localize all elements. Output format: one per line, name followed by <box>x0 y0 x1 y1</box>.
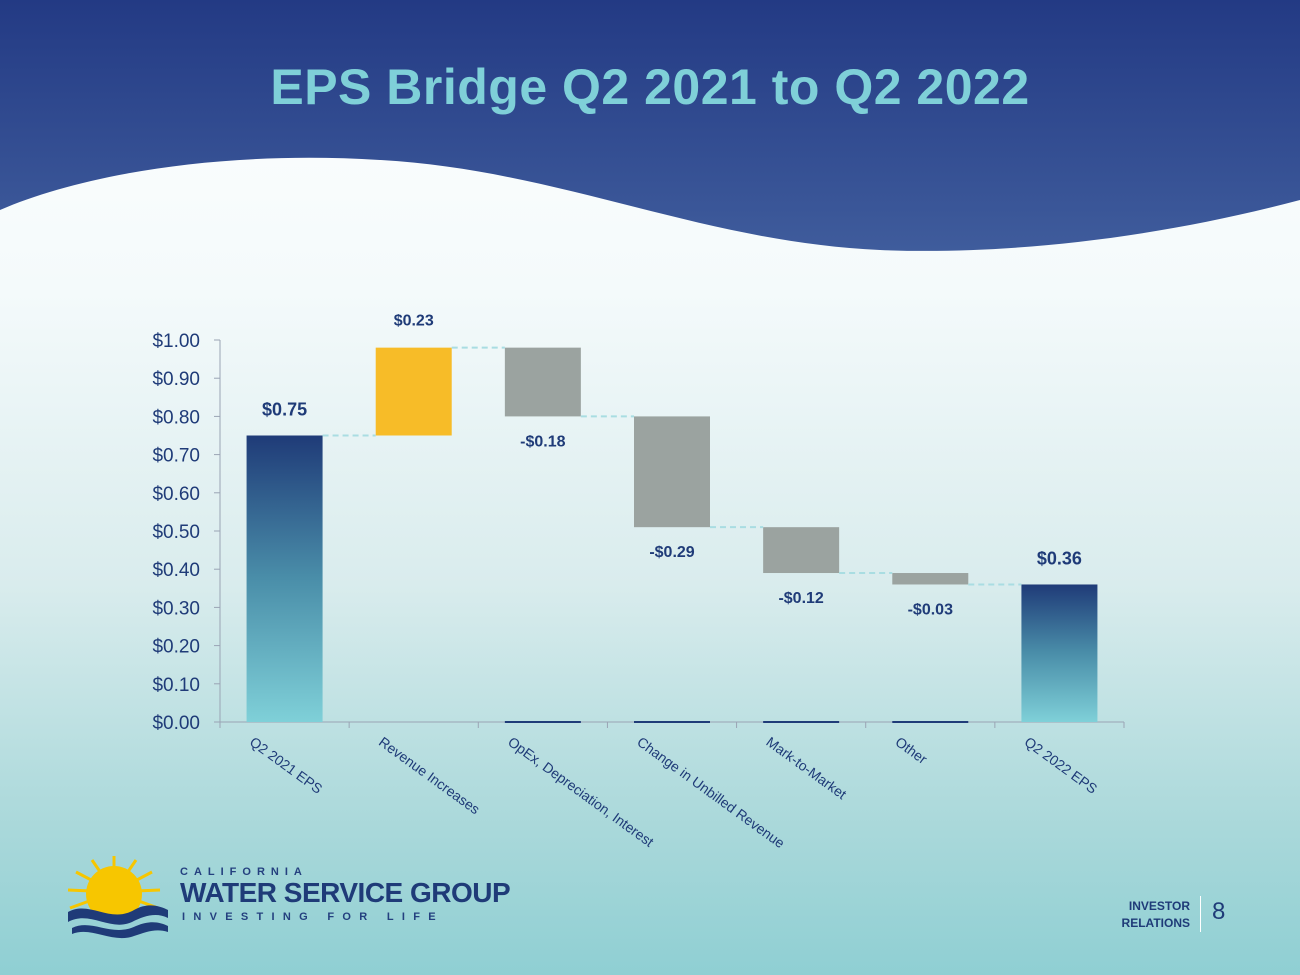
company-logo: CALIFORNIA WATER SERVICE GROUP INVESTING… <box>62 852 542 942</box>
y-tick-label: $0.50 <box>152 522 200 543</box>
category-label: OpEx, Depreciation, Interest <box>505 733 657 849</box>
y-tick-label: $0.80 <box>152 407 200 428</box>
category-label: Q2 2021 EPS <box>247 733 326 796</box>
y-tick-label: $0.70 <box>152 446 200 467</box>
y-tick-label: $0.90 <box>152 369 200 390</box>
data-label: $0.75 <box>262 400 307 420</box>
bar-decrease <box>763 527 840 574</box>
category-label: Change in Unbilled Revenue <box>634 733 788 851</box>
logo-top-text: CALIFORNIA <box>180 866 308 878</box>
footer-label-line1: INVESTOR <box>1128 899 1190 913</box>
data-label: $0.23 <box>394 313 434 330</box>
logo-tagline: INVESTING FOR LIFE <box>182 911 444 923</box>
bar-decrease <box>634 416 710 528</box>
bar-decrease <box>504 347 581 417</box>
page-number: 8 <box>1212 898 1226 925</box>
y-tick-label: $0.30 <box>152 598 200 619</box>
category-label: Q2 2022 EPS <box>1022 733 1101 796</box>
category-label: Revenue Increases <box>376 733 483 817</box>
bar-decrease <box>892 573 969 585</box>
y-tick-label: $1.00 <box>152 331 200 352</box>
data-label: -$0.12 <box>778 590 823 607</box>
category-label: Other <box>893 733 931 767</box>
y-tick-label: $0.00 <box>152 713 200 734</box>
slide-title: EPS Bridge Q2 2021 to Q2 2022 <box>270 59 1030 115</box>
y-tick-label: $0.60 <box>152 484 200 505</box>
data-label: $0.36 <box>1037 548 1082 568</box>
bar-total <box>246 435 323 722</box>
category-label: Mark-to-Market <box>763 733 849 802</box>
bar-increase <box>375 347 452 436</box>
y-tick-label: $0.20 <box>152 637 200 658</box>
data-label: -$0.29 <box>649 544 694 561</box>
investor-relations-label: INVESTOR RELATIONS <box>1122 898 1190 932</box>
footer-divider <box>1200 896 1201 932</box>
y-tick-label: $0.40 <box>152 560 200 581</box>
y-tick-label: $0.10 <box>152 675 200 696</box>
header-banner <box>0 0 1300 251</box>
data-label: -$0.18 <box>520 433 565 450</box>
logo-main-text: WATER SERVICE GROUP <box>180 877 511 908</box>
data-label: -$0.03 <box>908 601 953 618</box>
bar-total <box>1021 584 1098 722</box>
footer-label-line2: RELATIONS <box>1121 916 1190 930</box>
sun-wave-logo-icon <box>67 856 168 939</box>
